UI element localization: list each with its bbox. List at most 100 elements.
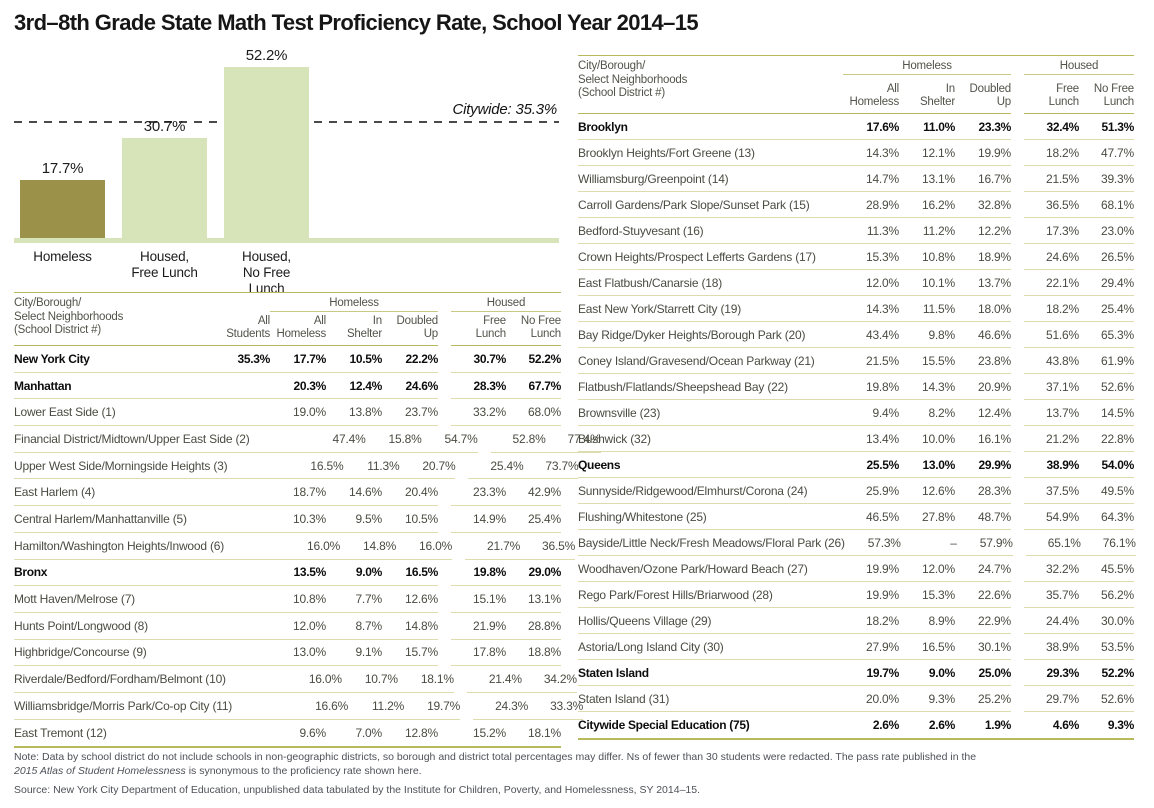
row-left-segment: East Flatbush/Canarsie (18) 12.0% 10.1% 13.… (578, 270, 1011, 296)
row-name: Williamsburg/Greenpoint (14) (578, 171, 729, 186)
table-row: Carroll Gardens/Park Slope/Sunset Park (… (578, 192, 1134, 218)
cell-housed: 76.1% (1102, 535, 1136, 550)
column-gap (1011, 322, 1024, 348)
table-row: Staten Island (31) 20.0% 9.3% 25.2% 29.7% 52.… (578, 686, 1134, 712)
row-right-segment: 54.9% 64.3% (1024, 504, 1134, 530)
table-row: Brooklyn 17.6% 11.0% 23.3% 32.4% 51.3% (578, 114, 1134, 140)
row-right-segment: 21.9% 28.8% (451, 613, 561, 640)
cell-housed: 17.3% (1045, 223, 1079, 238)
cell-homeless: 11.3% (367, 458, 400, 473)
bar-group-1: 30.7% (122, 118, 207, 238)
column-header-all-students: All Students (226, 315, 270, 340)
header-left-segment: City/Borough/ Select Neighborhoods (Scho… (14, 293, 438, 346)
cell-housed: 15.2% (472, 725, 506, 740)
row-left-segment: Bedford-Stuyvesant (16) 11.3% 11.2% 12.2% (578, 218, 1011, 244)
row-right-segment: 15.2% 18.1% (451, 720, 561, 747)
column-gap (1011, 582, 1024, 608)
row-right-segment: 51.6% 65.3% (1024, 322, 1134, 348)
column-header: In Shelter (346, 315, 382, 340)
cell-homeless: 14.8% (404, 618, 438, 633)
row-left-segment: Citywide Special Education (75) 2.6% 2.6% 1… (578, 712, 1011, 738)
row-name: Central Harlem/Manhattanville (5) (14, 511, 187, 526)
row-left-segment: New York City 35.3% 17.7% 10.5% 22.2% (14, 346, 438, 373)
row-left-segment: Brownsville (23) 9.4% 8.2% 12.4% (578, 400, 1011, 426)
bar-plot-area: Citywide: 35.3% 17.7% 30.7% 52.2% (14, 42, 559, 238)
table-brooklyn-queens-staten-island: City/Borough/ Select Neighborhoods (Scho… (578, 55, 1136, 740)
x-axis-label: Housed, No Free Lunch (242, 249, 291, 296)
table-row: Queens 25.5% 13.0% 29.9% 38.9% 54.0% (578, 452, 1134, 478)
cell-homeless: 16.0% (307, 538, 341, 553)
cell-housed: 65.3% (1100, 327, 1134, 342)
cell-homeless: 14.8% (363, 538, 397, 553)
cell-homeless: 12.8% (404, 725, 438, 740)
row-name: Bayside/Little Neck/Fresh Meadows/Floral… (578, 535, 845, 550)
row-right-segment: 37.1% 52.6% (1024, 374, 1134, 400)
bar (20, 180, 105, 238)
cell-homeless: 17.6% (866, 119, 899, 134)
cell-housed: 54.9% (1045, 509, 1079, 524)
cell-housed: 37.5% (1045, 483, 1079, 498)
cell-homeless: 48.7% (977, 509, 1011, 524)
cell-housed: 37.1% (1045, 379, 1079, 394)
table-row: Central Harlem/Manhattanville (5) 10.3% 9.… (14, 506, 561, 533)
table-row: Upper West Side/Morningside Heights (3) 1… (14, 453, 579, 480)
cell-housed: 29.4% (1100, 275, 1134, 290)
row-name: Hamilton/Washington Heights/Inwood (6) (14, 538, 225, 553)
cell-housed: 26.5% (1100, 249, 1134, 264)
table-row: Hunts Point/Longwood (8) 12.0% 8.7% 14.8% 21… (14, 613, 561, 640)
cell-housed: 49.5% (1100, 483, 1134, 498)
cell-housed: 18.8% (527, 645, 561, 660)
row-right-segment: 21.2% 22.8% (1024, 426, 1134, 452)
row-left-segment: Highbridge/Concourse (9) 13.0% 9.1% 15.7% (14, 640, 438, 667)
table-row: Mott Haven/Melrose (7) 10.8% 7.7% 12.6% 15.1… (14, 586, 561, 613)
cell-homeless: 16.1% (977, 431, 1011, 446)
cell-housed: 13.7% (1045, 405, 1079, 420)
cell-homeless: 19.0% (292, 405, 326, 420)
row-left-segment: Bayside/Little Neck/Fresh Meadows/Floral… (578, 530, 1013, 556)
cell-homeless: 10.1% (921, 275, 955, 290)
column-gap (1011, 348, 1024, 374)
row-name: Staten Island (31) (578, 691, 670, 706)
row-name: East Tremont (12) (14, 725, 107, 740)
column-gap (1011, 452, 1024, 478)
row-right-segment: 38.9% 54.0% (1024, 452, 1134, 478)
column-gap (1011, 400, 1024, 426)
table-row: Astoria/Long Island City (30) 27.9% 16.5% 3… (578, 634, 1134, 660)
cell-housed: 18.2% (1045, 145, 1079, 160)
table-row: Staten Island 19.7% 9.0% 25.0% 29.3% 52.2% (578, 660, 1134, 686)
bar-group-0: 17.7% (20, 160, 105, 238)
cell-homeless: 12.6% (921, 483, 955, 498)
table-manhattan-bronx: City/Borough/ Select Neighborhoods (Scho… (14, 292, 601, 749)
column-gap (1011, 660, 1024, 686)
row-name: Crown Heights/Prospect Lefferts Gardens … (578, 249, 816, 264)
column-gap (438, 640, 451, 667)
cell-homeless: 9.0% (928, 665, 955, 680)
cell-homeless: 19.9% (865, 561, 899, 576)
table-row: Woodhaven/Ozone Park/Howard Beach (27) 19… (578, 556, 1134, 582)
column-gap (1011, 192, 1024, 218)
row-right-segment: 43.8% 61.9% (1024, 348, 1134, 374)
cell-housed: 35.7% (1045, 587, 1079, 602)
cell-homeless: 12.2% (977, 223, 1011, 238)
cell-homeless: 10.5% (404, 511, 438, 526)
table-row: Highbridge/Concourse (9) 13.0% 9.1% 15.7% 17… (14, 640, 561, 667)
row-left-segment: Astoria/Long Island City (30) 27.9% 16.5% 3… (578, 634, 1011, 660)
group-underline (843, 74, 1011, 75)
cell-homeless: 1.9% (984, 718, 1011, 732)
table-row: Brownsville (23) 9.4% 8.2% 12.4% 13.7% 14.5% (578, 400, 1134, 426)
bar-group-2: 52.2% (224, 47, 309, 238)
table-row: Lower East Side (1) 19.0% 13.8% 23.7% 33.2% 6… (14, 399, 561, 427)
cell-homeless: 57.3% (867, 535, 901, 550)
cell-housed: 42.9% (527, 485, 561, 500)
cell-homeless: 13.1% (921, 171, 955, 186)
table-row: New York City 35.3% 17.7% 10.5% 22.2% 30.7% 52… (14, 346, 561, 373)
cell-housed: 53.5% (1100, 639, 1134, 654)
cell-homeless: 9.6% (299, 725, 326, 740)
column-gap (1011, 426, 1024, 452)
cell-homeless: 23.7% (404, 405, 438, 420)
cell-homeless: 2.6% (872, 718, 899, 732)
cell-housed: 52.8% (512, 431, 546, 446)
row-right-segment: 17.8% 18.8% (451, 640, 561, 667)
cell-homeless: 16.2% (921, 197, 955, 212)
row-name: Hollis/Queens Village (29) (578, 613, 712, 628)
